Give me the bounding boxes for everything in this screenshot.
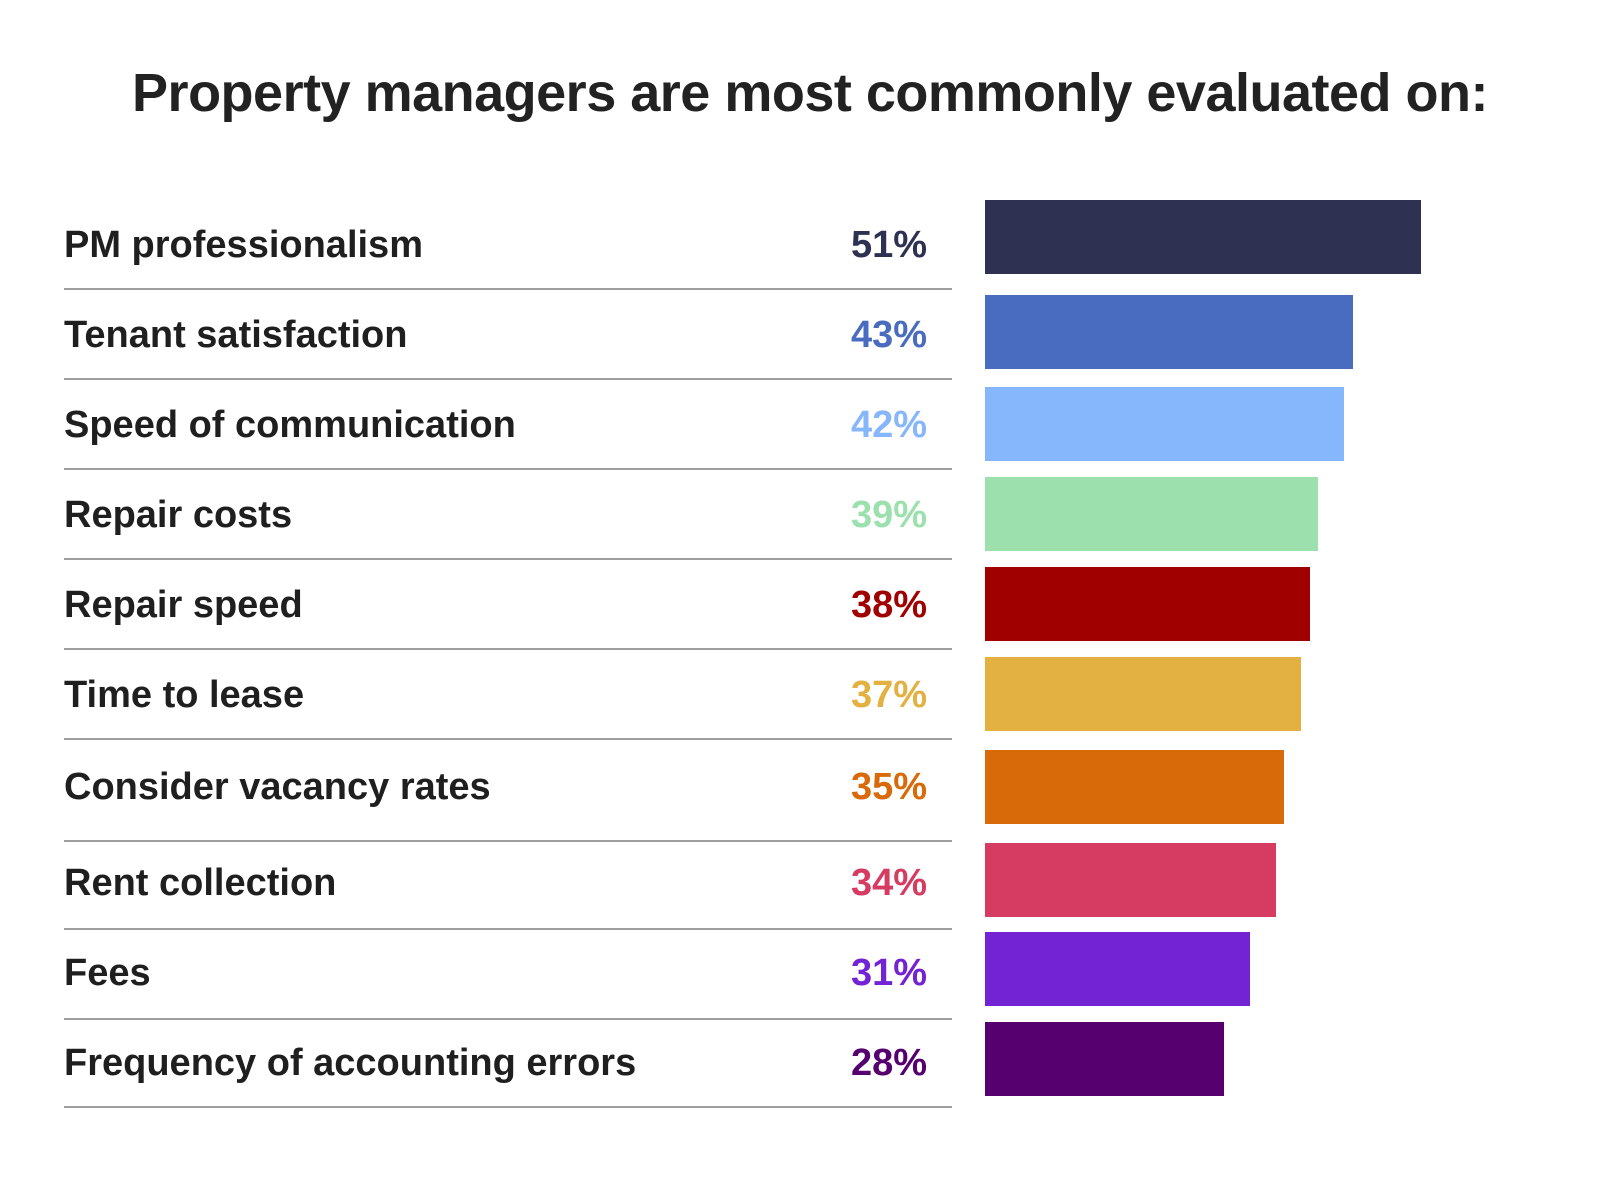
category-label: PM professionalism — [64, 224, 423, 266]
row-divider — [64, 288, 952, 290]
category-label: Speed of communication — [64, 404, 516, 446]
row-divider — [64, 1018, 952, 1020]
row-divider — [64, 558, 952, 560]
chart-row: Rent collection 34% — [64, 838, 1614, 930]
bar — [985, 200, 1421, 274]
row-divider — [64, 1106, 952, 1108]
bar — [985, 932, 1250, 1006]
bar — [985, 1022, 1224, 1096]
value-label: 37% — [851, 674, 928, 716]
chart-row: Repair costs 39% — [64, 470, 1614, 560]
chart-row: Frequency of accounting errors 28% — [64, 1018, 1614, 1108]
chart-row: Time to lease 37% — [64, 650, 1614, 740]
value-label: 34% — [851, 862, 928, 904]
chart-row: PM professionalism 51% — [64, 200, 1614, 290]
category-label: Consider vacancy rates — [64, 766, 491, 808]
bar — [985, 657, 1301, 731]
bar — [985, 567, 1310, 641]
value-label: 38% — [851, 584, 928, 626]
category-label: Fees — [64, 952, 151, 994]
category-label: Time to lease — [64, 674, 305, 716]
value-label: 43% — [851, 314, 928, 356]
bar — [985, 477, 1318, 551]
category-label: Repair speed — [64, 584, 303, 626]
bar — [985, 387, 1344, 461]
bar — [985, 295, 1353, 369]
row-divider — [64, 840, 952, 842]
value-label: 28% — [851, 1042, 928, 1084]
chart-row: Repair speed 38% — [64, 560, 1614, 650]
bar — [985, 750, 1284, 824]
chart-title: Property managers are most commonly eval… — [132, 63, 1488, 123]
chart-row: Fees 31% — [64, 928, 1614, 1020]
row-divider — [64, 378, 952, 380]
chart-row: Speed of communication 42% — [64, 380, 1614, 470]
row-divider — [64, 738, 952, 740]
bar — [985, 843, 1276, 917]
value-label: 31% — [851, 952, 928, 994]
row-divider — [64, 468, 952, 470]
category-label: Frequency of accounting errors — [64, 1042, 637, 1084]
chart-row: Tenant satisfaction 43% — [64, 290, 1614, 380]
row-divider — [64, 648, 952, 650]
category-label: Tenant satisfaction — [64, 314, 408, 356]
chart-row: Consider vacancy rates 35% — [64, 742, 1614, 842]
category-label: Repair costs — [64, 494, 293, 536]
value-label: 42% — [851, 404, 928, 446]
value-label: 35% — [851, 766, 928, 808]
category-label: Rent collection — [64, 862, 337, 904]
row-divider — [64, 928, 952, 930]
value-label: 39% — [851, 494, 928, 536]
value-label: 51% — [851, 224, 928, 266]
